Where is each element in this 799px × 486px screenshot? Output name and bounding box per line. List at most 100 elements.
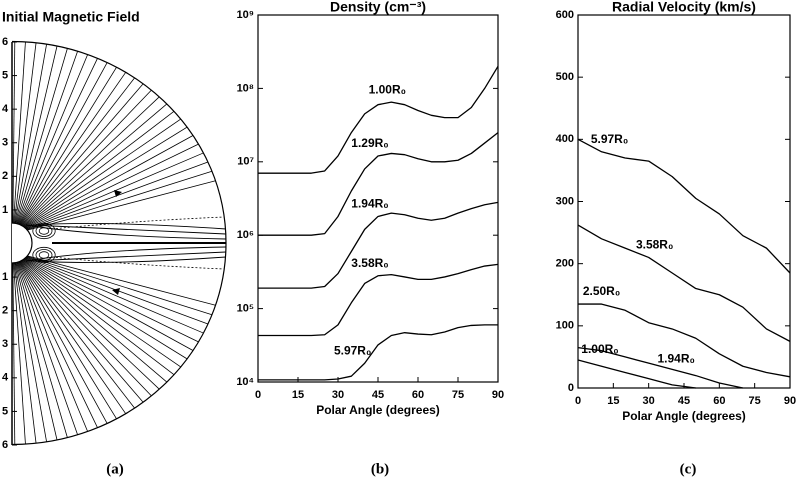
field-line xyxy=(13,42,37,224)
y-tick-label: 500 xyxy=(556,71,574,83)
field-line xyxy=(21,89,152,226)
x-tick-label: 0 xyxy=(575,395,581,407)
x-tick-label: 0 xyxy=(255,389,261,401)
data-line xyxy=(577,224,791,342)
x-tick-label: 15 xyxy=(292,389,304,401)
panel-caption: (c) xyxy=(680,461,697,477)
panel-caption: (b) xyxy=(371,461,389,477)
data-line xyxy=(258,65,499,174)
curve-label: 1.94R₀ xyxy=(351,197,388,211)
data-line xyxy=(258,132,499,236)
y-tick-label: 5 xyxy=(2,69,8,81)
field-line xyxy=(23,259,175,375)
field-line xyxy=(20,260,144,403)
field-line xyxy=(19,261,127,414)
y-tick-label: 10⁴ xyxy=(236,376,254,388)
field-line xyxy=(17,261,98,428)
x-tick-label: 45 xyxy=(372,389,384,401)
field-line xyxy=(20,260,135,409)
closed-loop xyxy=(38,227,50,235)
data-line xyxy=(258,201,499,289)
y-tick-label: 2 xyxy=(2,305,8,317)
y-tick-label: 3 xyxy=(2,137,8,149)
field-line xyxy=(21,260,152,397)
x-tick-label: 30 xyxy=(332,389,344,401)
y-tick-label: 1 xyxy=(2,204,8,216)
x-axis-label: Polar Angle (degrees) xyxy=(622,409,746,423)
curve-label: 3.58R₀ xyxy=(351,256,388,270)
curve-label: 1.00R₀ xyxy=(369,82,406,96)
x-tick-label: 30 xyxy=(643,395,655,407)
field-line xyxy=(24,126,188,228)
y-tick-label: 10⁷ xyxy=(237,156,254,168)
field-line xyxy=(15,48,68,224)
closed-loop xyxy=(32,246,56,264)
x-tick-label: 15 xyxy=(607,395,619,407)
field-line xyxy=(14,44,47,224)
panel-title: Radial Velocity (km/s) xyxy=(612,0,756,15)
data-line xyxy=(577,346,744,389)
closed-loop xyxy=(38,251,50,259)
field-line xyxy=(16,262,78,435)
field-line xyxy=(33,256,227,263)
curve-label: 3.58R₀ xyxy=(636,238,673,252)
field-line xyxy=(23,258,181,368)
y-tick-label: 200 xyxy=(556,258,574,270)
field-line xyxy=(25,256,204,334)
y-tick-label: 600 xyxy=(556,9,574,21)
plot-frame xyxy=(577,14,791,389)
field-line xyxy=(17,54,89,224)
field-line xyxy=(27,180,216,231)
field-line xyxy=(17,262,89,432)
field-line xyxy=(23,118,181,228)
inner-sphere xyxy=(11,222,33,264)
field-line xyxy=(19,72,127,225)
field-line xyxy=(15,262,68,438)
field-line xyxy=(25,143,199,229)
field-line xyxy=(16,51,78,224)
y-tick-label: 6 xyxy=(2,36,8,48)
x-axis-label: Polar Angle (degrees) xyxy=(316,403,440,417)
y-tick-label: 10⁹ xyxy=(237,9,254,21)
y-tick-label: 10⁵ xyxy=(237,303,254,315)
y-tick-label: 4 xyxy=(2,372,9,384)
data-line xyxy=(258,263,499,337)
field-line xyxy=(18,261,117,420)
field-line xyxy=(24,257,194,351)
field-line xyxy=(23,111,175,227)
field-line xyxy=(18,66,117,225)
y-tick-label: 1 xyxy=(2,271,8,283)
field-line xyxy=(17,58,98,225)
curve-label: 1.29R₀ xyxy=(351,136,388,150)
field-line xyxy=(22,103,168,227)
field-line xyxy=(33,223,227,230)
closed-loop xyxy=(32,222,56,240)
field-line xyxy=(24,258,188,360)
x-tick-label: 60 xyxy=(412,389,424,401)
field-line xyxy=(12,262,16,445)
y-tick-label: 10⁶ xyxy=(237,229,254,241)
field-line xyxy=(12,41,16,224)
field-line xyxy=(26,170,213,231)
field-line xyxy=(22,259,168,383)
field-line xyxy=(15,45,58,224)
y-tick-label: 3 xyxy=(2,338,8,350)
field-line xyxy=(26,255,213,316)
x-tick-label: 75 xyxy=(452,389,464,401)
field-arrow xyxy=(114,190,122,197)
x-tick-label: 90 xyxy=(492,389,504,401)
x-tick-label: 90 xyxy=(784,395,796,407)
y-tick-label: 0 xyxy=(568,382,574,394)
y-tick-label: 100 xyxy=(556,320,574,332)
panel-title: Initial Magnetic Field xyxy=(2,9,140,25)
field-arrow xyxy=(112,288,120,295)
y-tick-label: 4 xyxy=(2,103,9,115)
field-line xyxy=(24,135,194,229)
data-line xyxy=(577,359,696,389)
field-line xyxy=(15,262,58,441)
closed-loop xyxy=(35,249,53,261)
y-tick-label: 300 xyxy=(556,195,574,207)
field-line xyxy=(20,77,135,226)
curve-label: 5.97R₀ xyxy=(591,132,628,146)
data-line xyxy=(578,303,791,378)
